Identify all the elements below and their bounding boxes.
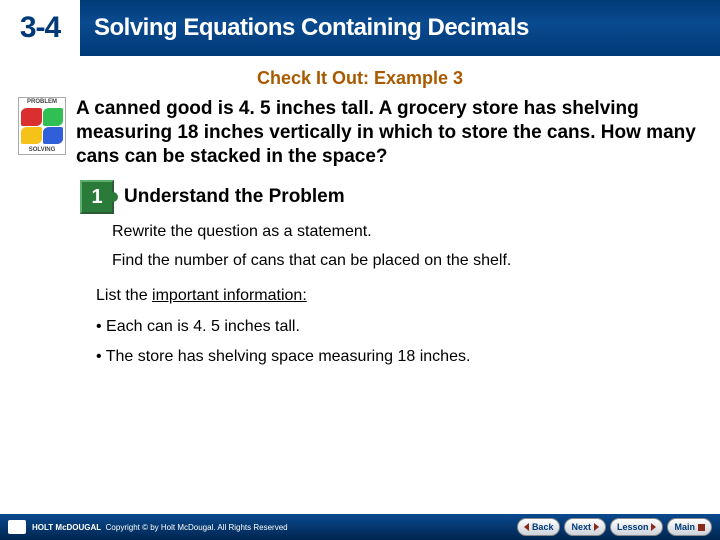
footer-bar: HOLT McDOUGAL Copyright © by Holt McDoug… [0, 514, 720, 540]
brand-name: HOLT McDOUGAL [32, 523, 101, 532]
problem-row: PROBLEM SOLVING A canned good is 4. 5 in… [18, 97, 702, 168]
puzzle-piece [21, 127, 42, 145]
holt-logo-icon [8, 520, 26, 534]
problem-solving-icon: PROBLEM SOLVING [18, 97, 66, 155]
puzzle-icon [19, 106, 65, 146]
back-arrow-icon [524, 523, 529, 531]
lesson-arrow-icon [651, 523, 656, 531]
main-button[interactable]: Main [667, 518, 712, 536]
back-label: Back [532, 522, 554, 532]
next-label: Next [571, 522, 591, 532]
next-arrow-icon [594, 523, 599, 531]
lesson-button[interactable]: Lesson [610, 518, 664, 536]
example-subtitle: Check It Out: Example 3 [18, 68, 702, 89]
bullet-2: • The store has shelving space measuring… [96, 347, 702, 368]
list-important-info: List the important information: [96, 286, 702, 307]
next-button[interactable]: Next [564, 518, 606, 536]
puzzle-piece [43, 108, 64, 126]
lesson-number: 3-4 [0, 0, 80, 56]
list-underlined: important information: [152, 287, 307, 304]
step-title: Understand the Problem [124, 186, 345, 208]
lesson-title: Solving Equations Containing Decimals [94, 14, 529, 42]
brand-text: HOLT McDOUGAL Copyright © by Holt McDoug… [32, 523, 288, 532]
nav-buttons: Back Next Lesson Main [517, 518, 712, 536]
footer-left: HOLT McDOUGAL Copyright © by Holt McDoug… [8, 520, 288, 534]
problem-statement: A canned good is 4. 5 inches tall. A gro… [76, 97, 702, 168]
main-square-icon [698, 524, 705, 531]
bullet-1: • Each can is 4. 5 inches tall. [96, 317, 702, 338]
copyright-text: Copyright © by Holt McDougal. All Rights… [106, 523, 288, 532]
icon-bottom-label: SOLVING [19, 146, 65, 154]
lesson-label: Lesson [617, 522, 649, 532]
puzzle-piece [43, 127, 64, 145]
step-row: 1 Understand the Problem [80, 180, 702, 214]
puzzle-piece [21, 108, 42, 126]
header-bar: 3-4 Solving Equations Containing Decimal… [0, 0, 720, 56]
find-statement: Find the number of cans that can be plac… [112, 251, 702, 272]
main-label: Main [674, 522, 695, 532]
step-number-badge: 1 [80, 180, 114, 214]
content-area: Check It Out: Example 3 PROBLEM SOLVING … [0, 56, 720, 380]
back-button[interactable]: Back [517, 518, 561, 536]
rewrite-instruction: Rewrite the question as a statement. [112, 222, 702, 243]
list-prefix: List the [96, 287, 152, 304]
icon-top-label: PROBLEM [19, 98, 65, 106]
